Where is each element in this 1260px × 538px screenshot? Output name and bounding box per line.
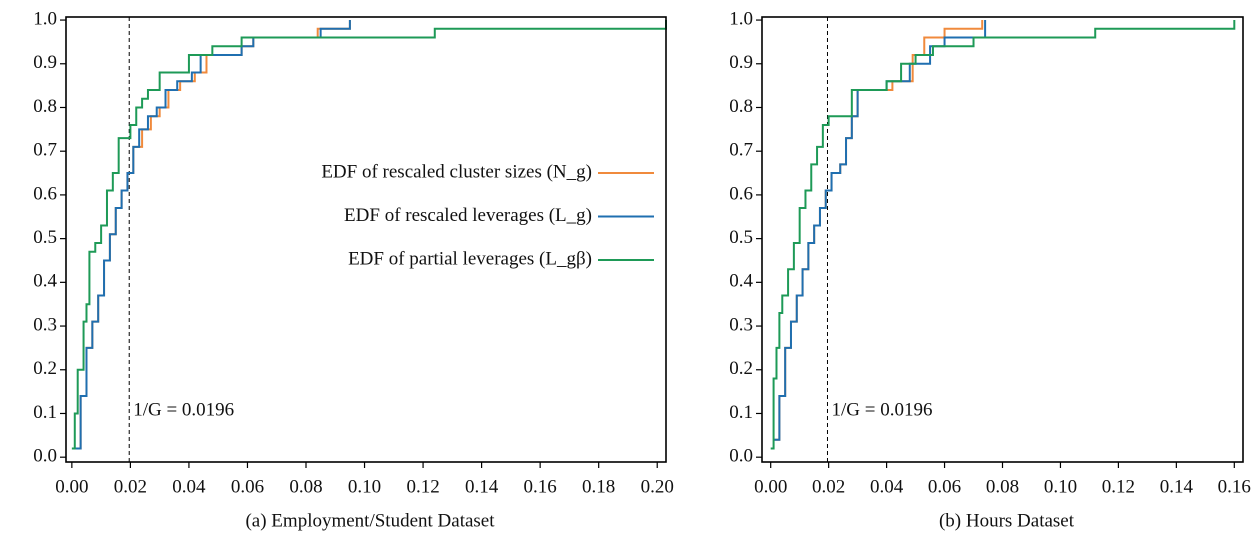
y-tick-label: 0.0 [33, 446, 57, 467]
y-tick-label: 0.7 [33, 140, 57, 161]
y-tick-label: 0.8 [729, 96, 753, 117]
y-tick-label: 0.4 [729, 271, 753, 292]
x-tick-label: 0.02 [812, 476, 845, 497]
y-tick-label: 0.3 [33, 314, 57, 335]
x-tick-label: 0.10 [1044, 476, 1077, 497]
x-tick-label: 0.04 [870, 476, 904, 497]
y-tick-label: 0.9 [33, 52, 57, 73]
y-tick-label: 0.9 [729, 52, 753, 73]
x-tick-label: 0.06 [231, 476, 264, 497]
y-tick-label: 0.6 [33, 183, 57, 204]
caption: (a) Employment/Student Dataset [245, 510, 495, 531]
x-tick-label: 0.12 [1102, 476, 1135, 497]
caption: (b) Hours Dataset [939, 510, 1075, 531]
x-tick-label: 0.06 [928, 476, 961, 497]
annotation: 1/G = 0.0196 [831, 400, 932, 421]
edf-line [773, 20, 984, 441]
edf-line [71, 20, 667, 450]
x-tick-label: 0.02 [114, 476, 147, 497]
y-tick-label: 0.1 [33, 402, 57, 423]
y-tick-label: 0.8 [33, 96, 57, 117]
axes-frame [65, 16, 667, 463]
y-tick-label: 1.0 [729, 8, 753, 29]
y-tick-label: 0.4 [33, 271, 57, 292]
x-tick-label: 0.14 [465, 476, 499, 497]
edf-line [770, 20, 1236, 450]
x-tick-label: 0.00 [754, 476, 787, 497]
legend-label: EDF of rescaled leverages (L_g) [344, 205, 592, 226]
annotation: 1/G = 0.0196 [133, 400, 234, 421]
edf-line [74, 20, 351, 450]
y-tick-label: 0.2 [729, 358, 753, 379]
x-tick-label: 0.04 [172, 476, 206, 497]
x-tick-label: 0.16 [1218, 476, 1251, 497]
x-tick-label: 0.08 [986, 476, 1019, 497]
x-tick-label: 0.12 [406, 476, 439, 497]
y-tick-label: 0.1 [729, 402, 753, 423]
edf-line [773, 20, 987, 441]
y-tick-label: 0.5 [729, 227, 753, 248]
y-tick-label: 0.3 [729, 314, 753, 335]
legend-label: EDF of partial leverages (L_gβ) [348, 248, 592, 269]
x-tick-label: 0.00 [55, 476, 88, 497]
y-tick-label: 1.0 [33, 8, 57, 29]
x-tick-label: 0.08 [289, 476, 322, 497]
x-tick-label: 0.14 [1160, 476, 1194, 497]
x-tick-label: 0.16 [524, 476, 557, 497]
y-tick-label: 0.0 [729, 446, 753, 467]
x-tick-label: 0.10 [348, 476, 381, 497]
y-tick-label: 0.7 [729, 140, 753, 161]
legend-label: EDF of rescaled cluster sizes (N_g) [321, 161, 592, 182]
y-tick-label: 0.2 [33, 358, 57, 379]
y-tick-label: 0.5 [33, 227, 57, 248]
x-tick-label: 0.20 [641, 476, 674, 497]
axes-frame [761, 16, 1244, 463]
y-tick-label: 0.6 [729, 183, 753, 204]
x-tick-label: 0.18 [582, 476, 615, 497]
